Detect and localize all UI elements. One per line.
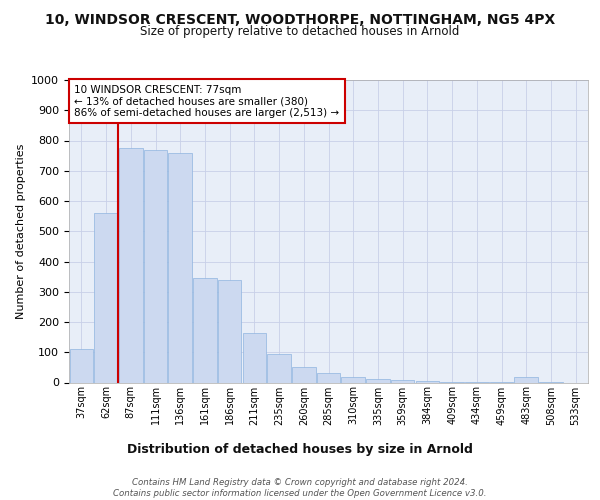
Y-axis label: Number of detached properties: Number of detached properties [16,144,26,319]
Text: 10, WINDSOR CRESCENT, WOODTHORPE, NOTTINGHAM, NG5 4PX: 10, WINDSOR CRESCENT, WOODTHORPE, NOTTIN… [45,12,555,26]
Bar [317,374,340,382]
Bar [341,377,365,382]
Bar [169,152,192,382]
Text: Contains HM Land Registry data © Crown copyright and database right 2024.
Contai: Contains HM Land Registry data © Crown c… [113,478,487,498]
Text: Distribution of detached houses by size in Arnold: Distribution of detached houses by size … [127,442,473,456]
Bar [144,150,167,382]
Bar [242,333,266,382]
Bar [391,380,415,382]
Bar [193,278,217,382]
Bar [514,377,538,382]
Bar [268,354,291,382]
Bar [292,368,316,382]
Bar [366,379,389,382]
Text: Size of property relative to detached houses in Arnold: Size of property relative to detached ho… [140,25,460,38]
Bar [94,213,118,382]
Bar [119,148,143,382]
Bar [70,349,93,382]
Bar [416,381,439,382]
Bar [218,280,241,382]
Text: 10 WINDSOR CRESCENT: 77sqm
← 13% of detached houses are smaller (380)
86% of sem: 10 WINDSOR CRESCENT: 77sqm ← 13% of deta… [74,84,340,117]
